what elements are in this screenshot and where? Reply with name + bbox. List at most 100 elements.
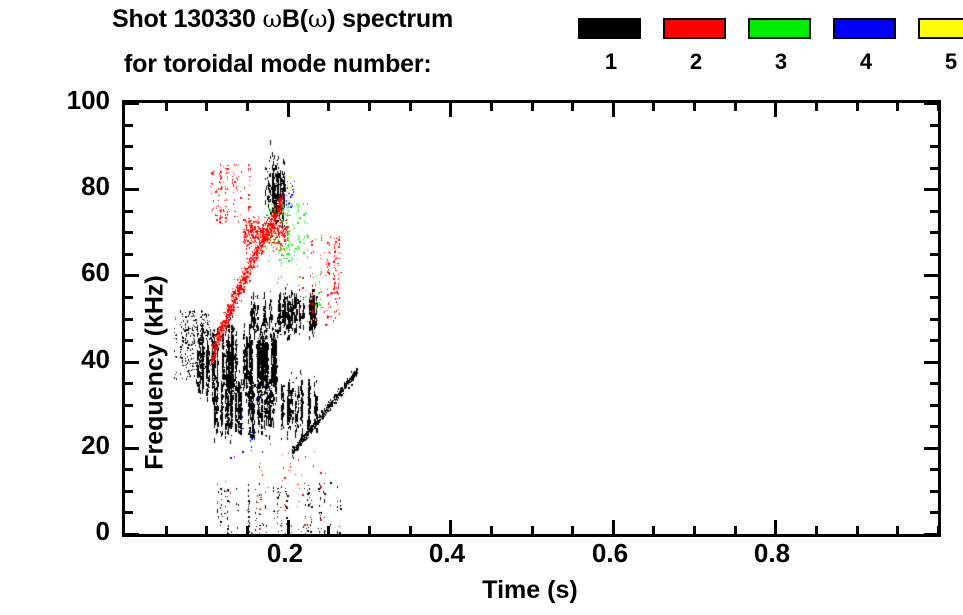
x-tick-0.05 (165, 526, 168, 534)
y-tick-75 (125, 210, 133, 213)
x-tick-top-0.6 (612, 103, 615, 117)
y-tick-10 (125, 490, 133, 493)
y-tick-right-75 (930, 210, 938, 213)
y-tick-20 (125, 447, 139, 450)
x-tick-top-0.75 (734, 103, 737, 111)
x-tick-0.5 (531, 526, 534, 534)
title-shot-text: Shot 130330 (112, 5, 263, 33)
y-tick-right-90 (930, 145, 938, 148)
x-tick-label-0.2: 0.2 (266, 538, 304, 568)
legend-label-1: 1 (604, 49, 618, 74)
y-tick-15 (125, 468, 133, 471)
y-tick-label-80: 80 (81, 171, 110, 201)
legend-swatch-3 (748, 18, 811, 39)
legend-entry-4: 4 (833, 18, 899, 73)
y-tick-95 (125, 124, 133, 127)
x-tick-0.25 (327, 526, 330, 534)
x-tick-0.15 (246, 526, 249, 534)
x-tick-top-1 (937, 103, 940, 111)
x-tick-0.45 (490, 526, 493, 534)
x-tick-top-0.45 (490, 103, 493, 111)
x-tick-top-0.5 (531, 103, 534, 111)
legend-entry-1: 1 (578, 18, 644, 73)
x-tick-0.6 (612, 520, 615, 534)
y-tick-right-70 (930, 231, 938, 234)
x-tick-0.4 (449, 520, 452, 534)
x-tick-label-0.4: 0.4 (428, 538, 466, 568)
x-tick-0.2 (287, 520, 290, 534)
legend-swatch-2 (663, 18, 726, 39)
y-tick-35 (125, 382, 133, 385)
x-tick-top-0.35 (409, 103, 412, 111)
legend-label-3: 3 (774, 49, 788, 74)
x-tick-0.85 (815, 526, 818, 534)
x-tick-top-0.9 (856, 103, 859, 111)
x-tick-top-0.7 (693, 103, 696, 111)
x-tick-label-0.6: 0.6 (591, 538, 629, 568)
legend-label-4: 4 (859, 49, 873, 74)
x-axis-tick-labels: 0.2 0.4 0.6 0.8 (122, 540, 938, 576)
x-tick-0.7 (693, 526, 696, 534)
y-tick-right-10 (930, 490, 938, 493)
x-tick-0.1 (205, 526, 208, 534)
y-tick-30 (125, 404, 133, 407)
y-tick-label-20: 20 (81, 430, 110, 460)
y-tick-label-100: 100 (66, 85, 110, 115)
x-tick-top-0.8 (774, 103, 777, 117)
y-tick-right-100 (924, 102, 938, 105)
legend-swatch-1 (578, 18, 641, 39)
x-tick-0.65 (652, 526, 655, 534)
legend-swatch-5 (918, 18, 963, 39)
y-tick-45 (125, 339, 133, 342)
y-axis-tick-labels: 0 20 40 60 80 100 (10, 87, 110, 544)
figure-title-line-1: Shot 130330 ωB(ω) spectrum (112, 5, 453, 34)
legend-entry-2: 2 (663, 18, 729, 73)
y-tick-right-25 (930, 425, 938, 428)
x-tick-0.55 (571, 526, 574, 534)
x-tick-top-0.55 (571, 103, 574, 111)
y-tick-right-80 (924, 188, 938, 191)
y-tick-right-40 (924, 361, 938, 364)
x-tick-0.95 (896, 526, 899, 534)
x-tick-0.35 (409, 526, 412, 534)
y-tick-right-55 (930, 296, 938, 299)
legend: 1 2 3 4 5 (578, 18, 963, 88)
x-tick-top-0.1 (205, 103, 208, 111)
x-tick-0.8 (774, 520, 777, 534)
y-tick-label-60: 60 (81, 257, 110, 287)
omega-symbol-2: ω (307, 5, 328, 33)
y-tick-85 (125, 167, 133, 170)
omega-symbol-1: ω (262, 5, 282, 33)
legend-label-2: 2 (689, 49, 703, 74)
x-tick-top-0.15 (246, 103, 249, 111)
x-tick-top-0.25 (327, 103, 330, 111)
y-tick-50 (125, 318, 133, 321)
spectrogram-scatter-canvas (125, 103, 938, 534)
y-tick-right-60 (924, 274, 938, 277)
title-b-text: B( (281, 5, 308, 33)
y-tick-90 (125, 145, 133, 148)
y-tick-right-30 (930, 404, 938, 407)
legend-swatch-4 (833, 18, 896, 39)
y-tick-right-50 (930, 318, 938, 321)
legend-label-5: 5 (944, 49, 958, 74)
y-tick-25 (125, 425, 133, 428)
title-spectrum-text: ) spectrum (327, 5, 454, 33)
x-axis-title: Time (s) (482, 576, 578, 604)
y-tick-right-65 (930, 253, 938, 256)
x-tick-0.3 (368, 526, 371, 534)
y-tick-right-95 (930, 124, 938, 127)
y-tick-label-40: 40 (81, 344, 110, 374)
y-tick-right-5 (930, 511, 938, 514)
y-tick-70 (125, 231, 133, 234)
y-tick-40 (125, 361, 139, 364)
x-tick-top-0.85 (815, 103, 818, 111)
y-tick-0 (125, 533, 139, 536)
x-tick-top-0.2 (287, 103, 290, 117)
y-tick-80 (125, 188, 139, 191)
plot-area: Frequency (kHz) (122, 100, 941, 537)
y-tick-right-0 (924, 533, 938, 536)
x-tick-1 (937, 526, 940, 534)
y-tick-65 (125, 253, 133, 256)
legend-entry-5: 5 (918, 18, 963, 73)
